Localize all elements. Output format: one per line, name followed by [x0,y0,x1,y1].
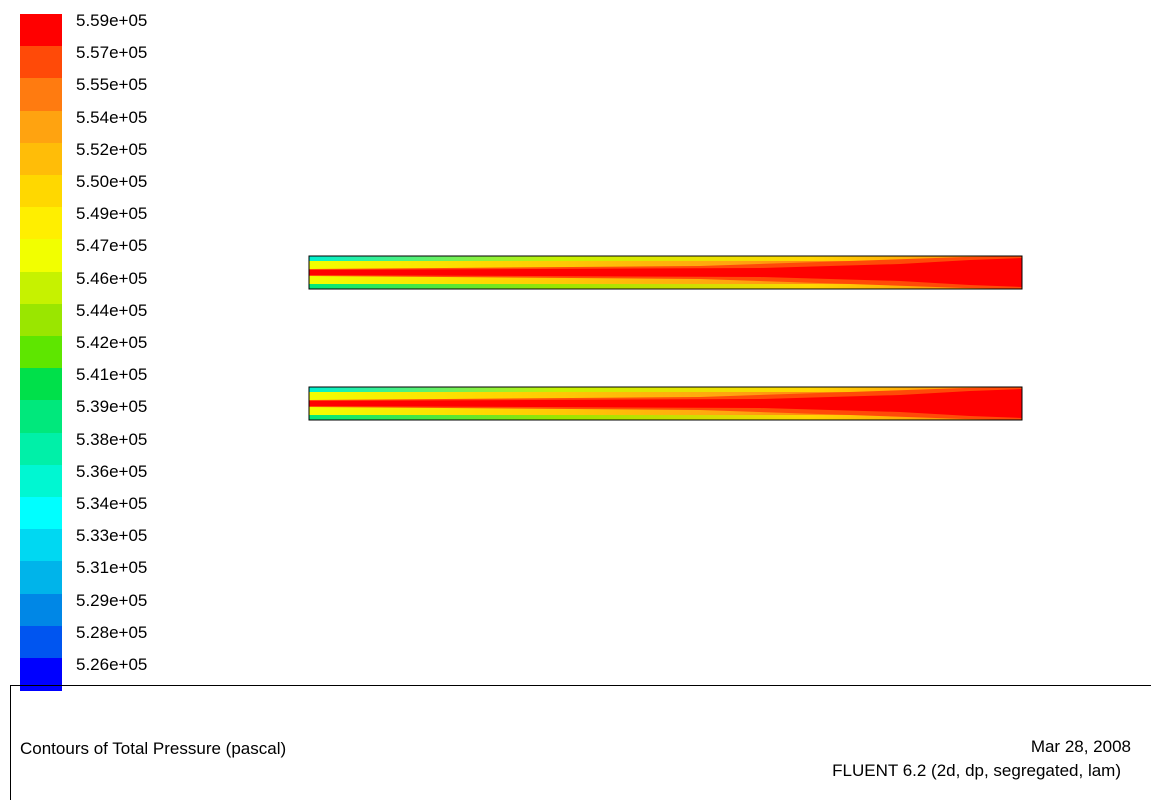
legend-label: 5.47e+05 [76,236,148,256]
legend-label: 5.39e+05 [76,397,148,417]
legend-swatch [20,46,62,79]
legend-swatch [20,464,62,498]
legend-swatch [20,529,62,562]
legend-swatch [20,625,62,659]
legend-swatch [20,497,62,530]
legend-label: 5.55e+05 [76,75,148,95]
color-legend: 5.59e+05 5.57e+05 5.55e+05 5.54e+05 5.52e+05… [20,11,220,691]
legend-swatch [20,175,62,208]
legend-swatch [20,593,62,627]
legend-label: 5.29e+05 [76,590,148,610]
legend-label: 5.41e+05 [76,365,148,385]
legend-label: 5.42e+05 [76,333,148,352]
legend-swatch [20,271,62,305]
lower-pipe-contour [308,386,1023,421]
legend-swatch [20,110,62,144]
plot-title: Contours of Total Pressure (pascal) [20,739,287,758]
plot-footer: Contours of Total Pressure (pascal) Mar … [10,685,1151,800]
legend-label: 5.31e+05 [76,558,148,578]
legend-label: 5.59e+05 [76,11,148,30]
solver-version: FLUENT 6.2 (2d, dp, segregated, lam) [832,761,1121,780]
legend-swatch [20,303,62,337]
legend-label: 5.46e+05 [76,268,148,288]
contour-plot [308,255,1023,421]
legend-swatch [20,14,62,47]
legend-label: 5.49e+05 [76,204,148,224]
legend-label: 5.28e+05 [76,622,148,642]
legend-label: 5.33e+05 [76,526,148,546]
upper-pipe-contour [308,255,1023,290]
legend-swatch [20,561,62,595]
legend-label: 5.38e+05 [76,429,148,449]
plot-date: Mar 28, 2008 [1030,737,1131,756]
legend-swatch [20,400,62,434]
legend-label: 5.52e+05 [76,139,148,159]
legend-label: 5.54e+05 [76,107,148,127]
legend-swatch [20,142,62,176]
legend-label: 5.34e+05 [76,494,148,513]
legend-label: 5.36e+05 [76,461,148,481]
legend-label: 5.57e+05 [76,43,148,63]
legend-label: 5.26e+05 [76,655,148,674]
legend-swatch [20,207,62,240]
legend-swatch [20,432,62,466]
legend-swatch [20,368,62,401]
legend-swatch [20,78,62,112]
legend-swatch [20,239,62,273]
legend-swatch [20,336,62,369]
legend-label: 5.50e+05 [76,172,148,191]
legend-label: 5.44e+05 [76,300,148,320]
